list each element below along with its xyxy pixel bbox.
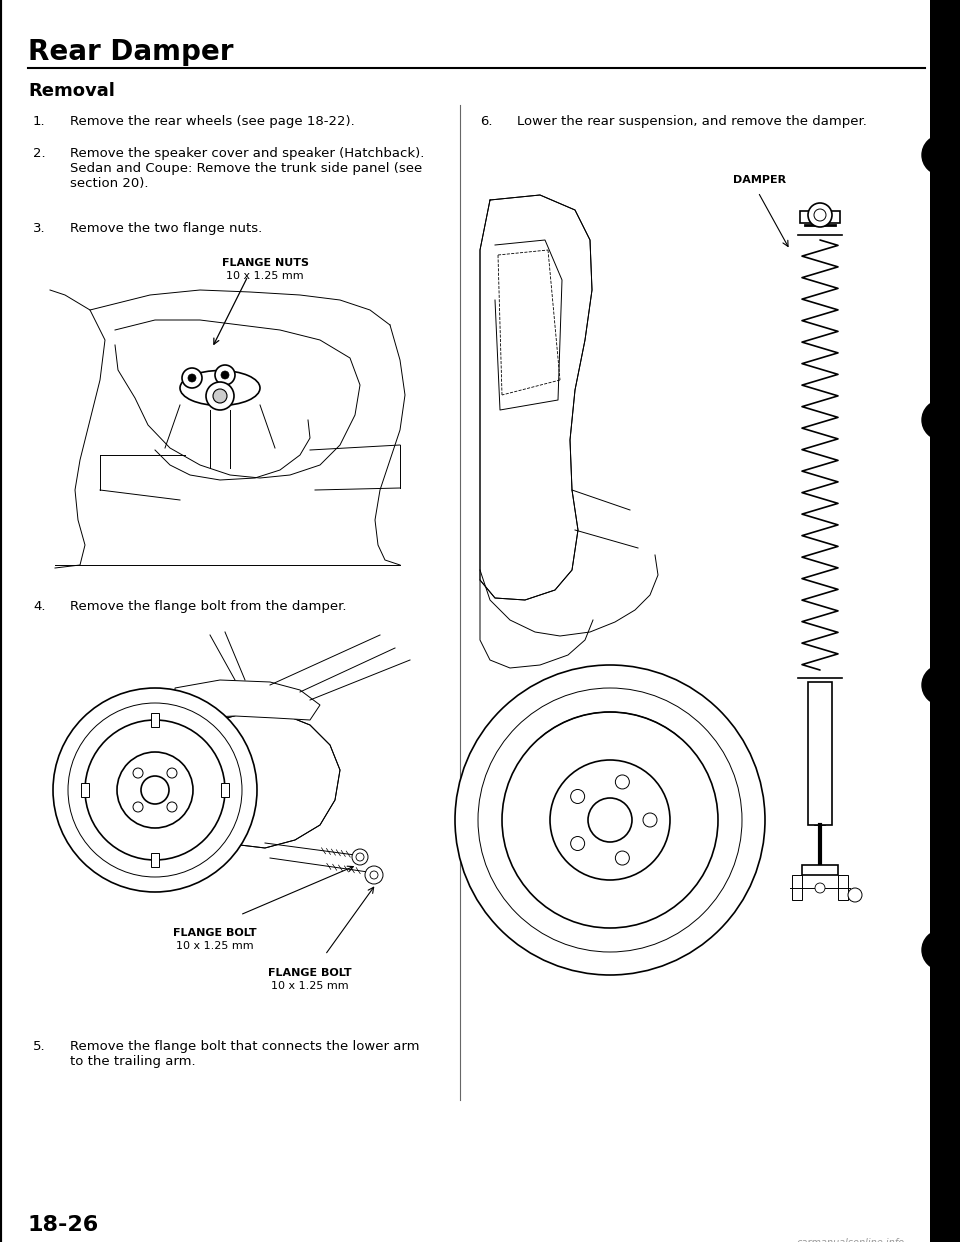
Text: 10 x 1.25 mm: 10 x 1.25 mm: [271, 981, 348, 991]
Circle shape: [167, 768, 177, 777]
Circle shape: [215, 365, 235, 385]
Text: FLANGE NUTS: FLANGE NUTS: [222, 258, 308, 268]
Bar: [802, 864, 838, 876]
Circle shape: [133, 768, 143, 777]
Circle shape: [206, 383, 234, 410]
Circle shape: [615, 851, 630, 864]
Circle shape: [570, 790, 585, 804]
Polygon shape: [175, 681, 320, 720]
Circle shape: [117, 751, 193, 828]
Text: DAMPER: DAMPER: [733, 175, 786, 185]
Circle shape: [352, 850, 368, 864]
Circle shape: [370, 871, 378, 879]
Text: 5.: 5.: [33, 1040, 46, 1053]
Circle shape: [815, 883, 825, 893]
Text: Rear Damper: Rear Damper: [28, 39, 233, 66]
Circle shape: [188, 374, 196, 383]
Text: 18-26: 18-26: [28, 1215, 99, 1235]
Circle shape: [588, 799, 632, 842]
Circle shape: [478, 688, 742, 953]
Circle shape: [814, 209, 826, 221]
Circle shape: [615, 775, 630, 789]
Circle shape: [922, 400, 960, 440]
Text: FLANGE BOLT: FLANGE BOLT: [268, 968, 351, 977]
Text: Remove the two flange nuts.: Remove the two flange nuts.: [70, 222, 262, 235]
Bar: [800, 211, 840, 224]
Text: Remove the flange bolt that connects the lower arm
to the trailing arm.: Remove the flange bolt that connects the…: [70, 1040, 420, 1068]
Circle shape: [643, 814, 657, 827]
Polygon shape: [480, 195, 592, 600]
Bar: [151, 853, 159, 867]
Text: Removal: Removal: [28, 82, 115, 101]
Circle shape: [182, 368, 202, 388]
Text: 2.: 2.: [33, 147, 46, 160]
Ellipse shape: [180, 370, 260, 405]
Circle shape: [85, 720, 225, 859]
Text: Remove the rear wheels (see page 18-22).: Remove the rear wheels (see page 18-22).: [70, 116, 355, 128]
Circle shape: [167, 802, 177, 812]
Polygon shape: [792, 876, 802, 900]
Circle shape: [922, 930, 960, 970]
Circle shape: [53, 688, 257, 892]
Polygon shape: [838, 876, 848, 900]
Text: 3.: 3.: [33, 222, 46, 235]
Text: 4.: 4.: [33, 600, 45, 614]
Text: 6.: 6.: [480, 116, 492, 128]
Text: FLANGE BOLT: FLANGE BOLT: [173, 928, 257, 938]
Circle shape: [922, 135, 960, 175]
Circle shape: [848, 888, 862, 902]
Circle shape: [455, 664, 765, 975]
Circle shape: [502, 712, 718, 928]
Circle shape: [133, 802, 143, 812]
Bar: [221, 782, 229, 797]
Polygon shape: [205, 710, 340, 848]
Text: carmanualsonline.info: carmanualsonline.info: [797, 1238, 905, 1242]
Text: 10 x 1.25 mm: 10 x 1.25 mm: [177, 941, 253, 951]
Text: Lower the rear suspension, and remove the damper.: Lower the rear suspension, and remove th…: [517, 116, 867, 128]
Circle shape: [213, 389, 227, 402]
Circle shape: [68, 703, 242, 877]
Text: Remove the speaker cover and speaker (Hatchback).
Sedan and Coupe: Remove the tr: Remove the speaker cover and speaker (Ha…: [70, 147, 424, 190]
Circle shape: [922, 664, 960, 705]
Bar: [808, 682, 832, 825]
Circle shape: [365, 866, 383, 884]
Circle shape: [141, 776, 169, 804]
Circle shape: [221, 371, 229, 379]
Bar: [81, 782, 89, 797]
Bar: [930, 0, 960, 1242]
Text: Remove the flange bolt from the damper.: Remove the flange bolt from the damper.: [70, 600, 347, 614]
Text: 1.: 1.: [33, 116, 46, 128]
Circle shape: [570, 837, 585, 851]
Text: 10 x 1.25 mm: 10 x 1.25 mm: [227, 271, 303, 281]
Circle shape: [356, 853, 364, 861]
Bar: [151, 713, 159, 727]
Circle shape: [550, 760, 670, 881]
Circle shape: [808, 202, 832, 227]
